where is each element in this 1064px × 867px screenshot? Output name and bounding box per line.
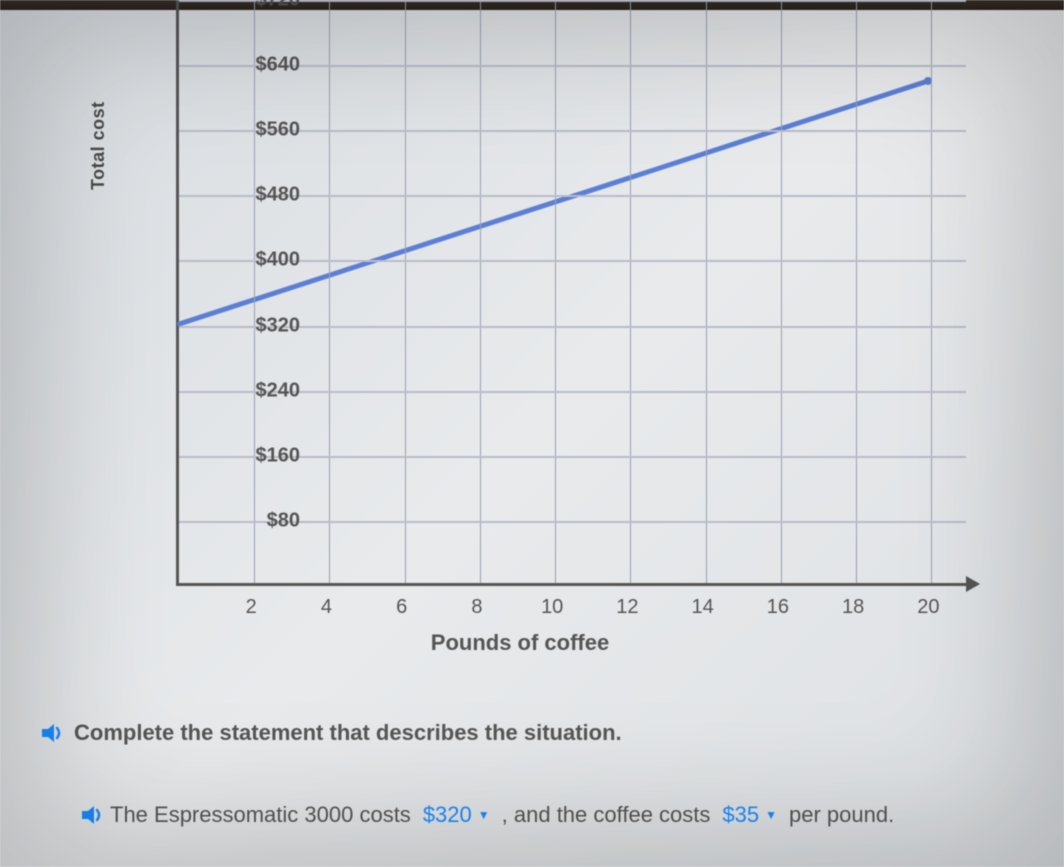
dropdown-value: $35 — [722, 802, 759, 828]
instruction-text: Complete the statement that describes th… — [74, 720, 622, 746]
y-tick-label: $720 — [200, 0, 300, 12]
chevron-down-icon: ▼ — [765, 808, 777, 822]
grid-line-vertical — [931, 0, 932, 583]
grid-line-vertical — [706, 0, 707, 583]
y-tick-label: $80 — [200, 509, 300, 532]
y-tick-label: $160 — [200, 444, 300, 467]
answer-mid: , and the coffee costs — [502, 802, 711, 828]
x-tick-label: 2 — [231, 596, 271, 619]
y-tick-label: $480 — [200, 184, 300, 207]
grid-line-vertical — [405, 0, 406, 583]
coffee-cost-dropdown[interactable]: $35 ▼ — [716, 800, 783, 830]
y-tick-label: $400 — [200, 249, 300, 272]
y-tick-label: $240 — [200, 379, 300, 402]
answer-row: The Espressomatic 3000 costs $320 ▼ , an… — [80, 800, 894, 830]
grid-line-vertical — [630, 0, 631, 583]
x-axis-arrow-icon — [966, 576, 980, 592]
y-tick-label: $320 — [200, 314, 300, 337]
chart-plot-area — [176, 0, 966, 586]
x-tick-label: 20 — [908, 596, 948, 619]
x-tick-label: 6 — [382, 596, 422, 619]
cost-chart: Total cost Pounds of coffee 2 4 6 8 10 12 14 16… — [60, 0, 980, 680]
x-tick-label: 16 — [758, 596, 798, 619]
speaker-icon[interactable] — [80, 804, 104, 826]
grid-line-vertical — [480, 0, 481, 583]
grid-line-vertical — [781, 0, 782, 583]
speaker-icon[interactable] — [40, 722, 64, 744]
y-tick-label: $640 — [200, 54, 300, 77]
x-axis-label: Pounds of coffee — [60, 630, 980, 656]
x-tick-label: 18 — [833, 596, 873, 619]
y-tick-label: $560 — [200, 119, 300, 142]
answer-prefix: The Espressomatic 3000 costs — [110, 802, 411, 828]
machine-cost-dropdown[interactable]: $320 ▼ — [417, 800, 496, 830]
x-tick-label: 10 — [532, 596, 572, 619]
grid-line-vertical — [254, 0, 255, 583]
grid-line-vertical — [555, 0, 556, 583]
data-line — [179, 0, 966, 583]
grid-line-vertical — [329, 0, 330, 583]
instruction-row: Complete the statement that describes th… — [40, 720, 622, 746]
answer-suffix: per pound. — [789, 802, 894, 828]
x-tick-label: 14 — [683, 596, 723, 619]
x-tick-label: 12 — [607, 596, 647, 619]
x-tick-label: 8 — [457, 596, 497, 619]
dropdown-value: $320 — [423, 802, 472, 828]
x-tick-label: 4 — [306, 596, 346, 619]
y-axis-label: Total cost — [88, 101, 109, 190]
chevron-down-icon: ▼ — [478, 808, 490, 822]
grid-line-vertical — [856, 0, 857, 583]
